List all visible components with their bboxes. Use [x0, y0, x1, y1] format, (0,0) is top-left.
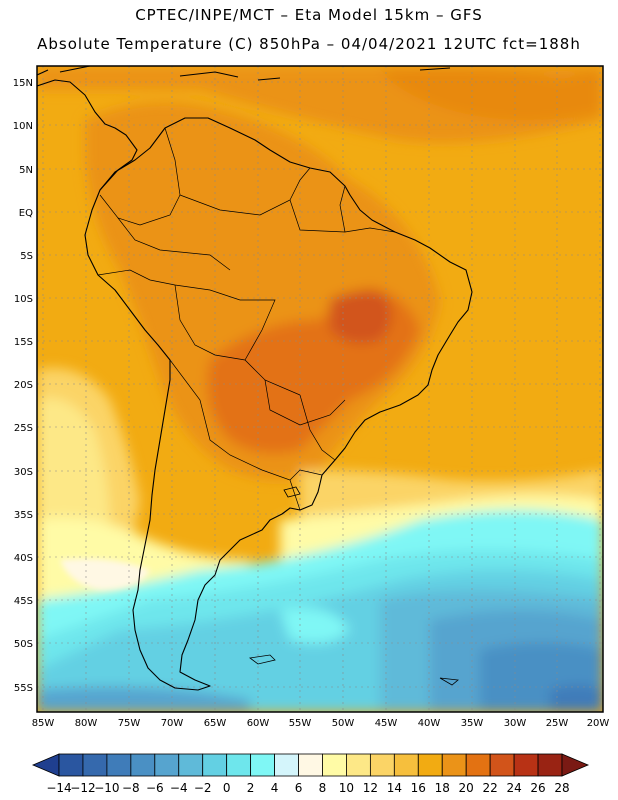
lat-label: 40S: [14, 553, 33, 564]
lon-label: 85W: [32, 718, 55, 729]
colorbar-swatch: [82, 753, 108, 777]
coastlines: [37, 66, 473, 691]
colorbar-label: 14: [387, 781, 402, 795]
colorbar-label: 6: [295, 781, 303, 795]
colorbar-label: 22: [483, 781, 498, 795]
lat-label: EQ: [19, 208, 33, 219]
color-scale-bar: [31, 753, 590, 777]
latitude-labels: 15N 10N 5N EQ 5S 10S 15S 20S 25S 30S 35S…: [13, 78, 33, 694]
colorbar-label: 24: [506, 781, 521, 795]
lat-label: 5N: [19, 165, 33, 176]
colorbar-label: 8: [319, 781, 327, 795]
map-subtitle: Absolute Temperature (C) 850hPa – 04/04/…: [37, 35, 581, 53]
colorbar-label: −2: [194, 781, 212, 795]
lon-label: 65W: [204, 718, 227, 729]
lake-features: [248, 486, 459, 686]
graticule: [37, 66, 603, 712]
colorbar-label: 10: [339, 781, 354, 795]
lat-label: 25S: [14, 423, 33, 434]
colorbar-label: −12: [70, 781, 95, 795]
lon-label: 70W: [161, 718, 184, 729]
lat-label: 15S: [14, 337, 33, 348]
colorbar-swatch: [322, 753, 347, 777]
lat-label: 50S: [14, 639, 33, 650]
lon-label: 75W: [118, 718, 141, 729]
colorbar-swatch: [537, 753, 563, 777]
colorbar-swatch: [369, 753, 395, 777]
colorbar-label: 20: [459, 781, 474, 795]
colorbar-label: −6: [146, 781, 164, 795]
colorbar-swatch: [130, 753, 156, 777]
longitude-labels: 85W 80W 75W 70W 65W 60W 55W 50W 45W 40W …: [32, 718, 610, 729]
colorbar-swatch: [106, 753, 132, 777]
lon-label: 30W: [504, 718, 527, 729]
colorbar-label: −4: [170, 781, 188, 795]
colorbar-label: −8: [122, 781, 140, 795]
colorbar-swatch: [226, 753, 252, 777]
colorbar-end-high: [561, 753, 590, 777]
lon-label: 55W: [289, 718, 312, 729]
colorbar-label: 4: [271, 781, 279, 795]
colorbar-label: 18: [435, 781, 450, 795]
colorbar-label: 0: [223, 781, 231, 795]
colorbar-swatch: [58, 753, 84, 777]
lat-label: 45S: [14, 596, 33, 607]
lon-label: 80W: [75, 718, 98, 729]
colorbar-swatch: [346, 753, 371, 777]
lat-label: 5S: [20, 251, 33, 262]
colorbar-swatch: [202, 753, 228, 777]
temperature-field: [37, 66, 603, 712]
colorbar-label: 26: [530, 781, 545, 795]
lon-label: 25W: [546, 718, 569, 729]
colorbar-swatch: [441, 753, 467, 777]
colorbar-label: 28: [554, 781, 569, 795]
colorbar-swatch: [489, 753, 515, 777]
colorbar-label: 16: [411, 781, 426, 795]
colorbar-swatch: [513, 753, 539, 777]
map-title: CPTEC/INPE/MCT – Eta Model 15km – GFS: [135, 6, 483, 24]
lat-label: 10S: [14, 294, 33, 305]
lat-label: 20S: [14, 380, 33, 391]
colorbar-label: 2: [247, 781, 255, 795]
lon-label: 60W: [247, 718, 270, 729]
colorbar-swatch: [417, 753, 443, 777]
colorbar-swatch: [465, 753, 491, 777]
lat-label: 10N: [13, 121, 33, 132]
lat-label: 35S: [14, 510, 33, 521]
colorbar-swatch: [393, 753, 419, 777]
lat-label: 30S: [14, 467, 33, 478]
colorbar-swatch: [274, 753, 299, 777]
lon-label: 45W: [375, 718, 398, 729]
colorbar-swatch: [250, 753, 275, 777]
lon-label: 20W: [587, 718, 610, 729]
colorbar-swatch: [178, 753, 204, 777]
map-frame: [36, 65, 604, 713]
lat-label: 55S: [14, 683, 33, 694]
colorbar-swatch: [154, 753, 180, 777]
country-borders: [97, 127, 396, 511]
colorbar-swatch: [298, 753, 323, 777]
colorbar-end-low: [31, 753, 60, 777]
colorbar-label: −14: [46, 781, 71, 795]
lon-label: 50W: [332, 718, 355, 729]
colorbar-label: −10: [94, 781, 119, 795]
lat-label: 15N: [13, 78, 33, 89]
colorbar-label: 12: [363, 781, 378, 795]
color-scale-labels: −14−12−10 −8 −6 −4 −2 0 2 4 6 8 10 12 14 16 18 20 22 24 26…: [46, 781, 569, 795]
lon-label: 40W: [418, 718, 441, 729]
lon-label: 35W: [461, 718, 484, 729]
